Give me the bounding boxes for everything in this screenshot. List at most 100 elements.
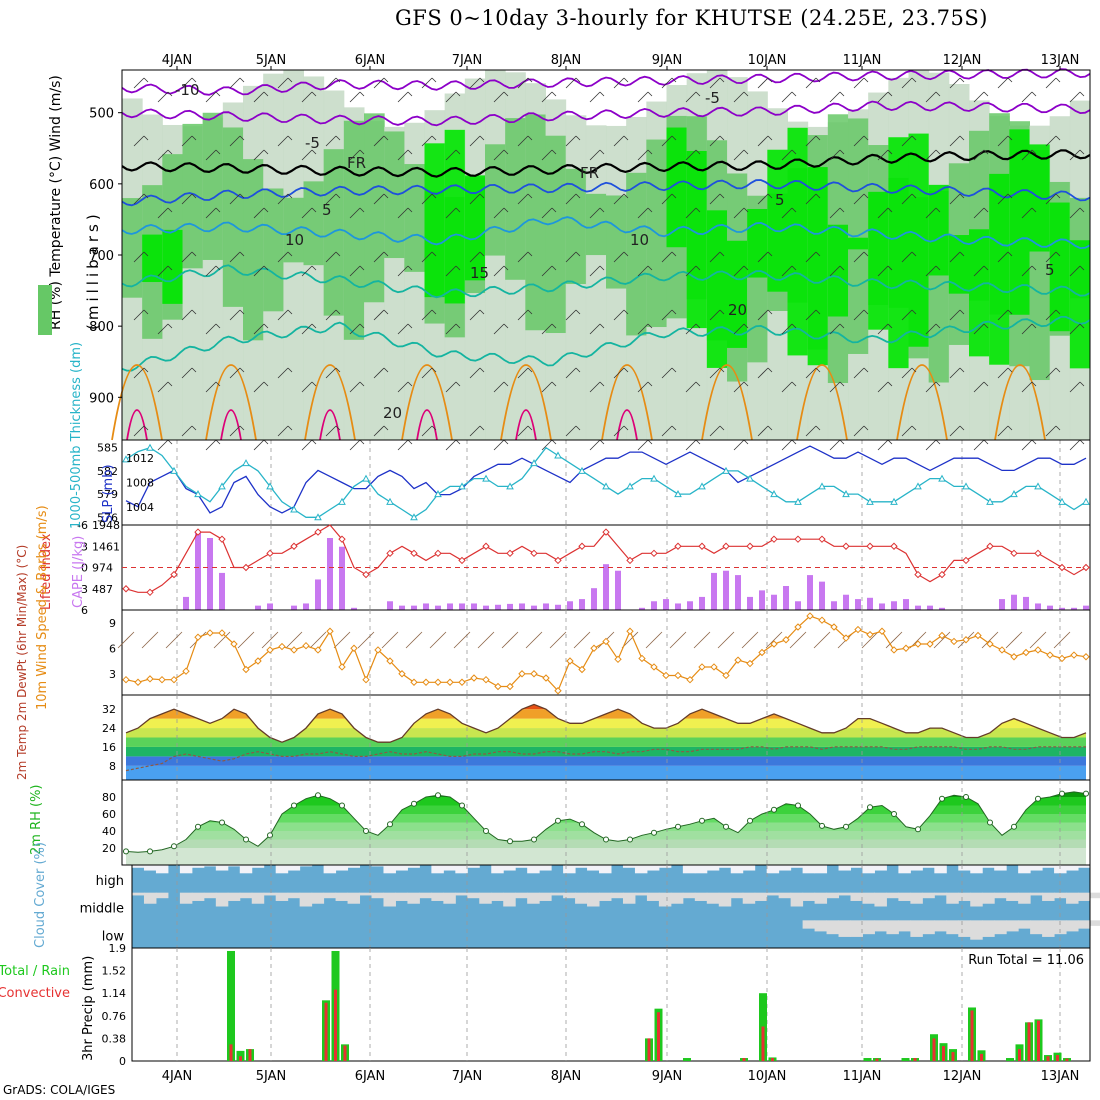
cloud-cell (658, 892, 672, 907)
precip-conv-bar (761, 1026, 765, 1061)
isotherm-line (896, 364, 948, 441)
cloud-cell (718, 892, 732, 907)
wind-barb (887, 91, 893, 97)
wind-barb (191, 251, 197, 257)
rh-point (195, 823, 201, 830)
cloud-cell (203, 892, 217, 899)
cloud-cell (802, 920, 816, 929)
wind-point (254, 657, 262, 665)
wind-barb (517, 193, 529, 205)
rh-point (579, 821, 585, 828)
precip-conv-bar (1027, 1022, 1031, 1061)
slp-tick: 1012 (126, 452, 154, 465)
wind-barb (589, 323, 601, 335)
wind-barb (541, 207, 553, 219)
wind-point (338, 663, 346, 671)
rh-dark-cell (787, 127, 809, 356)
wind-barb (445, 439, 457, 451)
precip-conv-bar (229, 1044, 233, 1061)
cloud-cell (694, 892, 708, 901)
contour-label: 20 (728, 301, 747, 319)
wind-barb (143, 135, 149, 141)
wind-barb (397, 439, 409, 451)
li-point (1082, 563, 1090, 572)
wind-barb (781, 265, 793, 277)
wind-point (806, 612, 814, 620)
wind-barb (911, 193, 917, 199)
wind-barb (877, 323, 889, 335)
rh-mid-cell (404, 164, 425, 272)
isotherm-line (121, 316, 1091, 372)
cape-bar (531, 605, 537, 610)
wind-barb (719, 309, 725, 315)
wind-barb (477, 631, 495, 649)
wind-barb (863, 135, 869, 141)
cloud-cell (850, 865, 863, 868)
rh-dark-cell (162, 229, 183, 304)
precip-conv-bar (980, 1053, 983, 1061)
rh-dark-cell (948, 235, 970, 294)
rh-point (507, 838, 513, 845)
wind-barb (157, 91, 169, 103)
cloud-cell (1030, 892, 1043, 896)
contour-label: 15 (470, 264, 489, 282)
wind-barb (733, 323, 745, 335)
rh-point (555, 817, 561, 824)
wind-tick: 6 (109, 642, 116, 655)
wind-barb (949, 367, 961, 379)
cloud-cell (682, 865, 696, 874)
cloud-cell (539, 892, 552, 901)
wind-barb (191, 425, 197, 431)
wind-barb (1007, 367, 1013, 373)
wind-barb (1055, 309, 1061, 315)
wind-barb (349, 439, 361, 451)
wind-barb (503, 91, 509, 97)
wind-barb (805, 367, 817, 379)
wind-barb (983, 323, 989, 329)
wind-barb (191, 77, 197, 83)
wind-barb (541, 149, 553, 161)
wind-barb (815, 309, 821, 315)
cloud-cell (467, 865, 480, 868)
wind-barb (901, 135, 913, 147)
li-point (1034, 549, 1042, 558)
wind-point (746, 659, 754, 668)
cloud-cell (1066, 892, 1079, 904)
cloud-cell (958, 920, 971, 937)
rh-dark-cell (1009, 129, 1030, 315)
cloud-cell (599, 892, 612, 901)
rh-band (126, 805, 1086, 814)
isotherm-line (220, 409, 242, 441)
wind-barb (1007, 309, 1013, 315)
rh-dark-cell (928, 184, 950, 276)
wind-point (1034, 646, 1042, 654)
wind-barb (911, 309, 917, 315)
wind-barb (407, 381, 413, 387)
cloud-cell (970, 920, 983, 940)
cape-bar (207, 538, 213, 610)
wind-barb (1079, 91, 1085, 97)
rh-point (411, 800, 417, 807)
wind-barb (373, 309, 385, 321)
wind-barb (157, 149, 169, 161)
precip-conv-bar (913, 1058, 917, 1061)
wind-barb (911, 77, 917, 83)
cloud-background (132, 865, 1090, 948)
wind-barb (287, 309, 293, 315)
wind-barb (181, 135, 193, 147)
wind-barb (229, 193, 241, 205)
cape-bar (255, 605, 261, 610)
rh-point (1083, 790, 1089, 797)
wind-barb (143, 367, 149, 373)
wind-barb (181, 251, 193, 263)
cloud-cell (790, 892, 804, 907)
wind-barb (397, 381, 409, 393)
wind-point (842, 634, 850, 642)
wind-barb (381, 631, 399, 649)
wind-barb (373, 425, 385, 437)
cloud-cell (132, 892, 145, 896)
cloud-cell (515, 865, 528, 868)
upper-air-ylabel: (millibars) (84, 210, 102, 330)
x-tick-label-bottom: 10JAN (748, 1069, 787, 1084)
wind-point (1082, 653, 1090, 661)
